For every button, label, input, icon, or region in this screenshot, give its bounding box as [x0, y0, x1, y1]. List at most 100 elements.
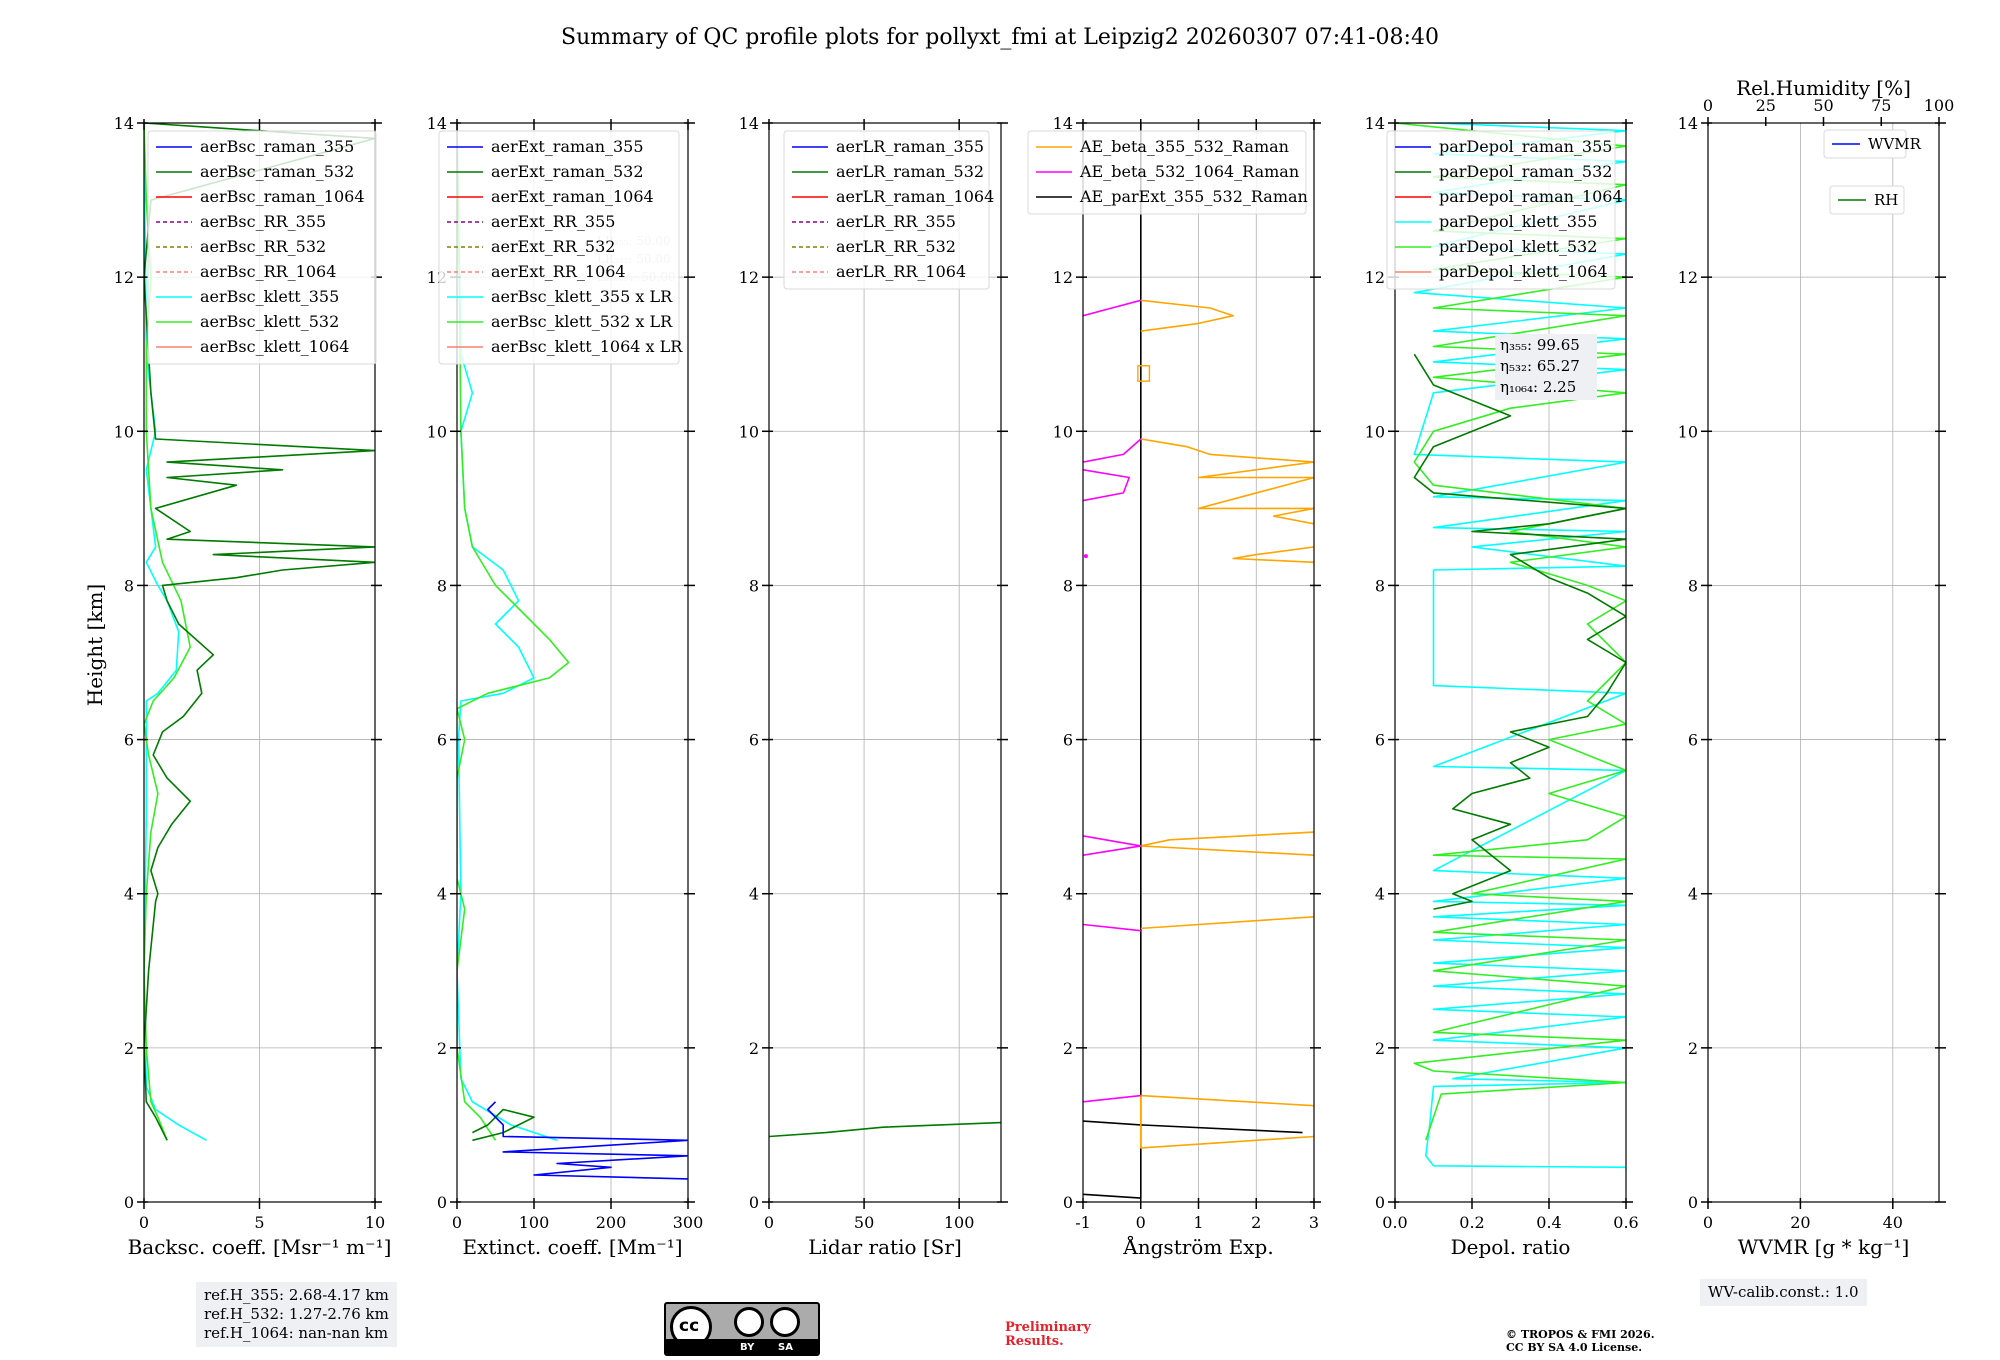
legend-label: aerExt_raman_355 [491, 137, 644, 156]
y-tick-label: 14 [1678, 114, 1698, 133]
y-tick-label: 0 [1375, 1193, 1385, 1212]
annotation-text: η₁₀₆₄: 2.25 [1500, 378, 1576, 396]
x-tick-label: -1 [1075, 1213, 1091, 1232]
legend-label: aerExt_RR_532 [491, 237, 615, 256]
y-tick-label: 8 [437, 576, 447, 595]
y-tick-label: 10 [739, 422, 759, 441]
series-line-ae-beta-532-1064-raman [1083, 1094, 1141, 1103]
y-axis-label: Height [km] [83, 584, 107, 706]
legend-label: aerLR_raman_532 [836, 162, 984, 181]
x-axis-label-ext: Extinct. coeff. [Mm⁻¹] [462, 1235, 682, 1259]
legend-label: aerBsc_raman_1064 [200, 187, 365, 206]
x-tick-label: 0.6 [1613, 1213, 1638, 1232]
legend-label: aerBsc_klett_355 [200, 287, 339, 306]
x-tick-label: 0.2 [1459, 1213, 1484, 1232]
copyright-line-2: CC BY SA 4.0 License. [1506, 1341, 1643, 1354]
legend-label: parDepol_raman_532 [1439, 162, 1612, 181]
series-line-pardepol-klett-355 [1413, 123, 1626, 1169]
x-tick-label: 300 [673, 1213, 704, 1232]
series-group-lr [769, 1121, 1001, 1138]
x-tick-label: 0 [139, 1213, 149, 1232]
cc-sa-label: SA [778, 1342, 793, 1353]
y-tick-label: 4 [437, 885, 447, 904]
y-tick-label: 14 [1365, 114, 1385, 133]
y-tick-label: 2 [749, 1039, 759, 1058]
x-tick-label: 0 [1703, 1213, 1713, 1232]
legend-label: aerBsc_klett_1064 [200, 337, 349, 356]
legend-label: AE_beta_355_532_Raman [1079, 137, 1289, 156]
refh-532: ref.H_532: 1.27-2.76 km [204, 1305, 389, 1323]
legend-label: aerLR_RR_532 [836, 237, 956, 256]
cc-logo-main: cc [679, 1316, 700, 1336]
y-tick-label: 4 [124, 885, 134, 904]
x-tick-label: 2 [1251, 1213, 1261, 1232]
series-line-ae-parext-355-532-raman-b [1083, 1120, 1303, 1134]
legend-label: aerBsc_klett_532 [200, 312, 339, 331]
y-tick-label: 12 [1053, 268, 1073, 287]
ae-marker-dot [1083, 554, 1088, 559]
series-line-ae-beta-532-1064-raman-c [1083, 835, 1142, 856]
legend-label: parDepol_klett_355 [1439, 212, 1597, 231]
series-group-depol [1395, 123, 1626, 1169]
series-line-ae-beta-355-532-raman-d [1140, 916, 1314, 930]
y-tick-label: 8 [1375, 576, 1385, 595]
y-tick-label: 2 [1688, 1039, 1698, 1058]
preliminary-note: Preliminary Results. [1005, 1321, 1091, 1349]
y-tick-label: 8 [124, 576, 134, 595]
annotation-text: η₅₃₂: 65.27 [1500, 357, 1580, 375]
x-tick-label: 1 [1193, 1213, 1203, 1232]
x-tick-label: 100 [519, 1213, 550, 1232]
y-tick-label: 6 [1375, 731, 1385, 750]
preliminary-line-2: Results. [1005, 1334, 1064, 1349]
legend-label: RH [1874, 191, 1898, 209]
wv-calib-box: WV-calib.const.: 1.0 [1700, 1279, 1867, 1306]
series-line-ae-beta-532-1064-raman-f [1083, 299, 1142, 317]
legend-label: aerBsc_klett_1064 x LR [491, 337, 683, 356]
y-tick-label: 2 [1375, 1039, 1385, 1058]
series-line-aerbsc-raman-532 [144, 123, 375, 1141]
y-tick-label: 10 [427, 422, 447, 441]
x-tick-label: 0 [452, 1213, 462, 1232]
x-tick-label: 40 [1883, 1213, 1903, 1232]
legend-label: aerBsc_RR_355 [200, 212, 326, 231]
series-line-ae-beta-355-532-raman-c [1140, 831, 1314, 856]
legend-box [438, 130, 680, 365]
cc-license-logo: cc BY SA [664, 1302, 820, 1356]
figure-title: Summary of QC profile plots for pollyxt_… [561, 25, 1439, 50]
legend-label: parDepol_raman_355 [1439, 137, 1612, 156]
y-tick-label: 2 [437, 1039, 447, 1058]
x-tick-label: 50 [854, 1213, 874, 1232]
legend-label: aerBsc_RR_1064 [200, 262, 336, 281]
y-tick-label: 8 [749, 576, 759, 595]
y-tick-label: 10 [1053, 422, 1073, 441]
ae-marker-square [1137, 365, 1151, 382]
x-tick-label: 5 [254, 1213, 264, 1232]
x-tick-label: 200 [596, 1213, 627, 1232]
x-axis-label-depol: Depol. ratio [1451, 1235, 1571, 1259]
x-tick-label: 20 [1790, 1213, 1810, 1232]
legend-label: aerLR_raman_1064 [836, 187, 994, 206]
y-tick-label: 14 [739, 114, 759, 133]
legend-bsc: aerBsc_raman_355 aerBsc_raman_532 aerBsc_r… [147, 130, 377, 365]
axes-lr: 0 50 100 0 2 4 6 8 10 12 14 Lidar ratio [Sr] aerLR_r… [739, 114, 1008, 1259]
y-tick-label: 2 [124, 1039, 134, 1058]
y-tick-label: 8 [1688, 576, 1698, 595]
legend-box [1823, 129, 1907, 159]
x-tick-label: 3 [1309, 1213, 1319, 1232]
y-tick-label: 0 [437, 1193, 447, 1212]
y-tick-label: 4 [1375, 885, 1385, 904]
legend-label: aerBsc_klett_355 x LR [491, 287, 673, 306]
y-tick-label: 6 [749, 731, 759, 750]
y-tick-label: 6 [124, 731, 134, 750]
y-tick-label: 0 [1688, 1193, 1698, 1212]
series-group-ext [457, 123, 688, 1180]
x-tick-label: 0 [764, 1213, 774, 1232]
top-x-tick-label: 0 [1703, 96, 1713, 115]
x-axis-label-bsc: Backsc. coeff. [Msr⁻¹ m⁻¹] [128, 1235, 392, 1259]
legend-label: aerBsc_klett_532 x LR [491, 312, 673, 331]
series-line-aerext-raman-355 [486, 1101, 688, 1180]
legend-label: aerLR_RR_355 [836, 212, 956, 231]
series-line-ae-beta-355-532-raman-f [1140, 438, 1314, 525]
